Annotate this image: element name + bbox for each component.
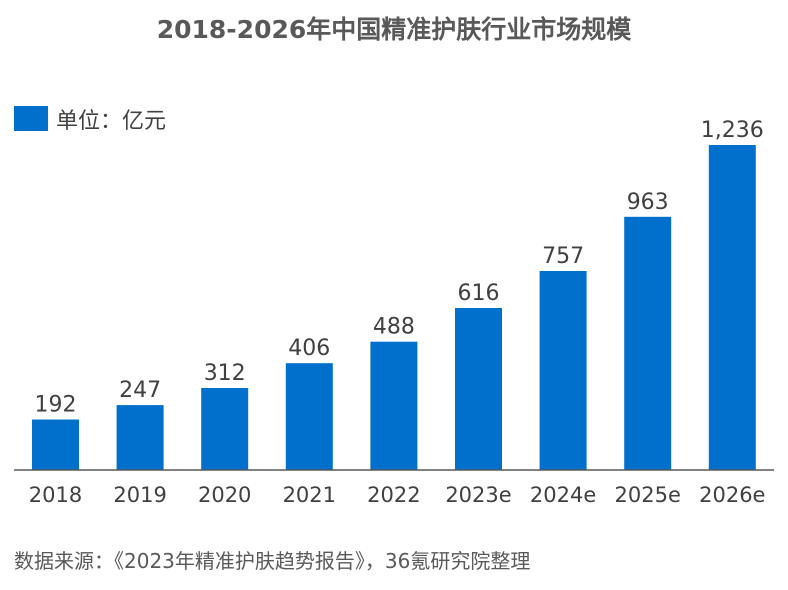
bar-2025e xyxy=(624,216,672,470)
x-tick-label-2023e: 2023e xyxy=(445,483,511,507)
x-tick-label-2025e: 2025e xyxy=(615,483,681,507)
bar-2022 xyxy=(370,341,418,470)
legend-swatch xyxy=(14,106,48,131)
value-label-2026e: 1,236 xyxy=(701,118,764,143)
value-label-2021: 406 xyxy=(288,336,330,361)
value-label-2020: 312 xyxy=(204,361,246,386)
bar-2018 xyxy=(32,419,79,470)
x-tick-label-2021: 2021 xyxy=(283,483,336,507)
source-note: 数据来源：《2023年精准护肤趋势报告》，36氪研究院整理 xyxy=(14,549,530,573)
x-tick-label-2020: 2020 xyxy=(198,483,251,507)
bar-2019 xyxy=(116,405,164,470)
value-label-2022: 488 xyxy=(373,315,415,340)
x-tick-label-2019: 2019 xyxy=(113,483,166,507)
x-tick-label-2018: 2018 xyxy=(29,483,82,507)
x-tick-label-2026e: 2026e xyxy=(699,483,765,507)
value-label-2018: 192 xyxy=(35,393,77,418)
bar-2026e xyxy=(708,145,756,470)
x-tick-label-2024e: 2024e xyxy=(530,483,596,507)
bar-2023e xyxy=(455,308,502,470)
bar-2020 xyxy=(201,388,249,470)
x-tick-labels-group: 2018 2019 2020 2021 2022 2023e 2024e 2025e 2026e xyxy=(29,483,766,507)
bar-2021 xyxy=(285,363,333,470)
value-label-2024e: 757 xyxy=(542,244,584,269)
value-label-2025e: 963 xyxy=(627,190,669,215)
bar-2024e xyxy=(539,271,587,470)
bars-group xyxy=(32,145,756,470)
legend: 单位：亿元 xyxy=(14,106,166,134)
legend-label: 单位：亿元 xyxy=(56,109,166,134)
value-label-2019: 247 xyxy=(119,378,161,403)
x-tick-label-2022: 2022 xyxy=(367,483,420,507)
chart-title: 2018-2026年中国精准护肤行业市场规模 xyxy=(157,15,633,44)
value-labels-group: 192 247 312 406 488 616 757 963 1,236 xyxy=(35,118,764,418)
value-label-2023e: 616 xyxy=(458,281,500,306)
